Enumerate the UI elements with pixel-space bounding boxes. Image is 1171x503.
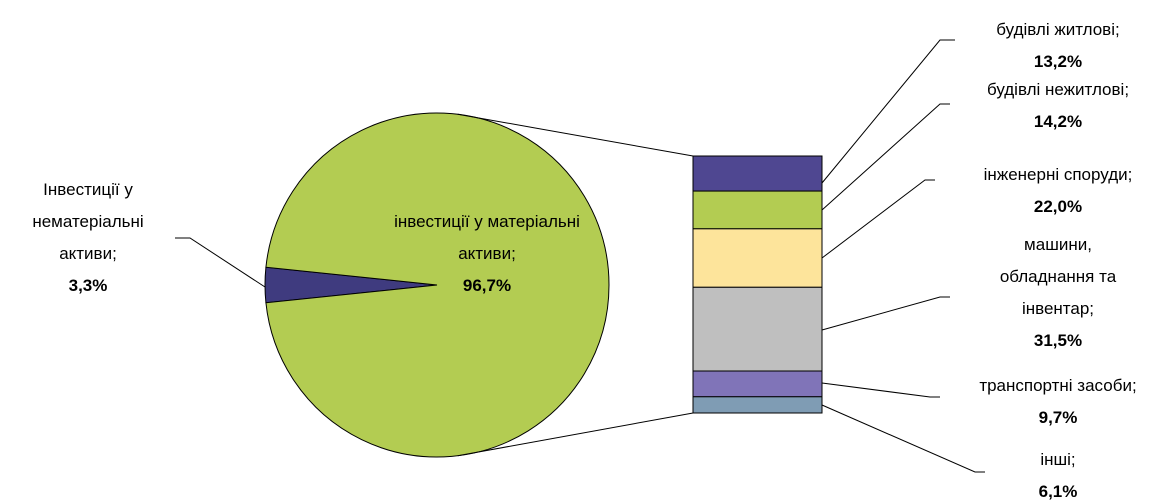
label-value: 96,7% — [462, 276, 512, 295]
label-name: транспортні засоби; — [979, 376, 1137, 395]
label-value: 22,0% — [1033, 197, 1083, 216]
data-label: інженерні споруди; 22,0% — [938, 159, 1171, 223]
label-name: інвестиції у матеріальні активи; — [394, 212, 580, 263]
bar-segment — [692, 370, 823, 398]
data-label: інвестиції у матеріальні активи; 96,7% — [367, 206, 607, 302]
label-name: інші; — [1040, 450, 1076, 469]
label-name: інженерні споруди; — [983, 165, 1133, 184]
leader-line — [821, 404, 985, 473]
data-label: будівлі нежитлові; 14,2% — [938, 74, 1171, 138]
leader-line — [821, 39, 955, 184]
bar-segment — [692, 286, 823, 372]
label-name: Інвестиції у нематеріальні активи; — [32, 180, 144, 263]
bar-segment — [692, 228, 823, 288]
leader-line — [821, 382, 940, 398]
bar-segment — [692, 396, 823, 414]
label-value: 9,7% — [1038, 408, 1078, 427]
label-name: машини, обладнання та інвентар; — [999, 235, 1117, 318]
leader-line — [821, 103, 950, 211]
label-value: 3,3% — [68, 276, 108, 295]
label-value: 13,2% — [1033, 52, 1083, 71]
label-value: 31,5% — [1033, 331, 1083, 350]
leader-line — [821, 296, 950, 331]
data-label: будівлі житлові; 13,2% — [938, 14, 1171, 78]
label-name: будівлі житлові; — [996, 20, 1120, 39]
label-name: будівлі нежитлові; — [986, 80, 1130, 99]
data-label: транспортні засоби; 9,7% — [938, 370, 1171, 434]
data-label: інші; 6,1% — [938, 444, 1171, 503]
leader-line — [175, 237, 266, 288]
bar-segment — [692, 190, 823, 230]
leader-line — [457, 412, 694, 457]
data-label: Інвестиції у нематеріальні активи; 3,3% — [3, 174, 173, 302]
pie-slice — [265, 112, 610, 458]
bar-segment — [692, 155, 823, 192]
label-value: 14,2% — [1033, 112, 1083, 131]
label-value: 6,1% — [1038, 482, 1078, 501]
leader-line — [821, 179, 935, 259]
leader-line — [457, 113, 694, 157]
data-label: машини, обладнання та інвентар; 31,5% — [983, 229, 1133, 357]
